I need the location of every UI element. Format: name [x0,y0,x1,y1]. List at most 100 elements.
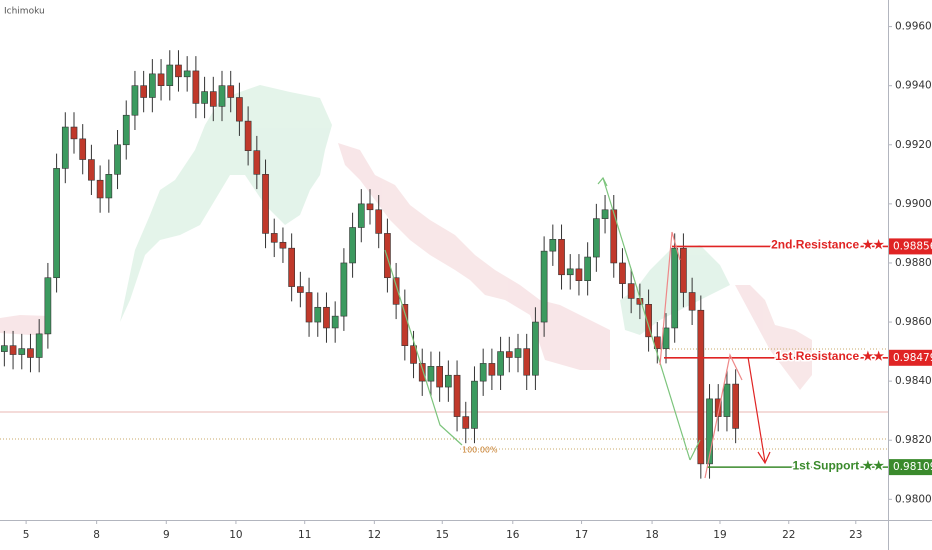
candle-body [175,64,182,78]
candle-body [297,286,304,293]
level-price: 0.98479 [893,352,932,364]
x-tick-label: 22 [782,529,795,541]
candle-body [505,351,513,358]
trend-arrow-head [597,176,608,187]
candle-body [427,366,435,382]
candle-body [279,241,287,249]
forecast-arrow-head [757,451,771,465]
x-tick-label: 5 [23,529,30,541]
level-price: 0.98856 [893,240,932,252]
candle-body [183,70,191,78]
cloud-bear [338,143,610,370]
cloud-bear-2 [735,285,812,390]
candle-body [471,380,478,429]
candle-body [122,114,130,146]
candle-body [540,250,548,323]
candle-body [418,363,426,382]
x-tick-label: 9 [163,529,170,541]
level-name: 1st Resistance ★★ [775,349,884,363]
candle-body [157,73,165,86]
candle-body [706,398,713,465]
candle-body [488,363,496,376]
candle-body [262,174,269,234]
indicator-label: Ichimoku [4,7,45,17]
candle-body [218,85,226,107]
candle-body [732,383,739,429]
candle-body [619,262,626,284]
candle-body [88,159,95,181]
candle-body [662,327,670,349]
trend-arrow [659,231,681,366]
candle-body [392,277,400,305]
x-tick-label: 10 [229,529,242,541]
candle-body [401,304,409,346]
forecast-arrow [747,356,766,463]
candle-body [201,91,208,104]
level-name: 2nd Resistance ★★ [771,238,884,252]
candle-body [575,268,583,281]
candle-body [35,333,43,358]
annotations [384,176,771,479]
candle-body [79,138,87,160]
candle-body [645,304,652,338]
candle-body [18,348,26,355]
candle-body [140,85,147,98]
candle-body [1,345,8,352]
trend-arrow [689,439,701,461]
candle-body [601,209,609,219]
candles [1,50,739,479]
candle-body [688,292,696,311]
candle-body [340,262,348,317]
levels: 2nd Resistance ★★ 0.98856 1st Resistance ★… [664,236,932,476]
candle-body [549,239,557,252]
candle-body [331,315,339,329]
x-tick-label: 11 [298,529,311,541]
candle-body [9,345,17,355]
x-tick-label: 17 [575,529,588,541]
candle-body [462,416,470,429]
level-price-box [889,349,932,366]
candle-body [96,179,104,199]
candle-body [227,85,235,98]
level-price-box [889,459,932,476]
cloud-bear-3 [0,315,50,335]
candle-body [236,97,243,122]
candle-body [436,366,443,388]
x-tick-label: 12 [368,529,381,541]
x-tick-label: 8 [93,529,100,541]
candle-body [584,256,591,281]
x-tick-label: 19 [713,529,726,541]
y-tick-label: 0.98000 [895,493,932,505]
candle-body [357,203,365,228]
x-tick-label: 23 [849,529,862,541]
candle-body [166,64,174,86]
candle-body [105,174,113,199]
fib-label: 100.00% [462,446,498,455]
x-tick-label: 16 [506,529,520,541]
candle-body [375,209,383,234]
candle-body [323,306,330,329]
candle-body [627,283,635,299]
level-price: 0.98109 [893,461,932,473]
candle-body [523,348,531,376]
candle-body [61,126,69,169]
level-price-box [889,238,932,255]
candle-body [270,233,278,243]
candle-body [410,345,417,364]
candle-body [305,292,313,323]
candle-body [44,277,52,335]
candle-body [479,363,487,382]
candle-body [244,120,252,151]
candle-body [53,168,60,279]
candle-body [445,374,452,388]
